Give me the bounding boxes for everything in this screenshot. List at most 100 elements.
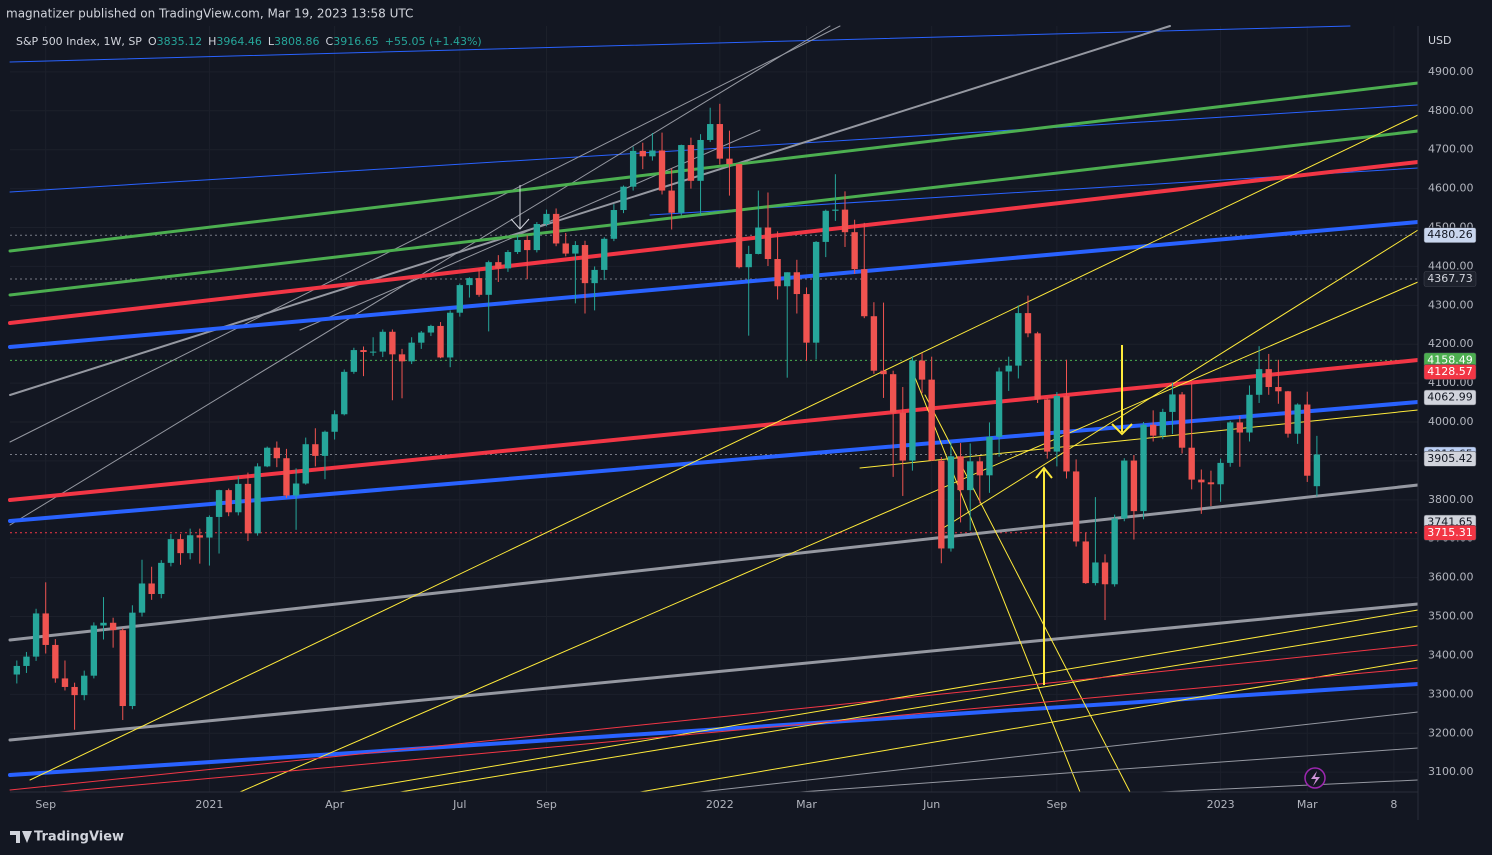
candle-body bbox=[610, 210, 618, 239]
candle-body bbox=[475, 278, 483, 295]
legend-value: 3808.86 bbox=[274, 35, 320, 48]
legend-value: 3964.46 bbox=[216, 35, 262, 48]
x-tick-label: Jun bbox=[922, 798, 940, 811]
arrow-up bbox=[1035, 466, 1053, 685]
candle-body bbox=[678, 145, 685, 213]
candle-body bbox=[1246, 394, 1253, 433]
candle-body bbox=[119, 630, 126, 707]
candle-body bbox=[42, 613, 49, 645]
candle-body bbox=[524, 239, 531, 251]
trend-line bbox=[9, 25, 1351, 63]
candle-body bbox=[312, 444, 319, 456]
candle-body bbox=[1101, 562, 1109, 585]
candle-body bbox=[822, 210, 829, 242]
candle-body bbox=[562, 243, 569, 254]
candle-body bbox=[1111, 518, 1118, 585]
candle-body bbox=[302, 444, 309, 484]
candle-body bbox=[716, 124, 723, 159]
candle-body bbox=[1198, 479, 1205, 483]
candle-body bbox=[1169, 394, 1176, 412]
candle-body bbox=[341, 371, 348, 415]
price-tag bbox=[1423, 227, 1477, 243]
trend-line bbox=[9, 644, 1419, 791]
candle-body bbox=[1140, 424, 1147, 512]
legend-key: L bbox=[268, 35, 275, 48]
candle-body bbox=[899, 412, 906, 461]
candle-body bbox=[928, 379, 935, 461]
candle-body bbox=[129, 612, 136, 707]
candle-body bbox=[1313, 454, 1321, 487]
candle-body bbox=[350, 350, 358, 372]
trend-line bbox=[8, 602, 1420, 742]
x-tick-label: Sep bbox=[35, 798, 56, 811]
candle-body bbox=[658, 150, 666, 191]
candle-body bbox=[389, 331, 396, 355]
candle-body bbox=[957, 456, 964, 491]
y-tick-label: 4800.00 bbox=[1428, 104, 1474, 117]
candle-body bbox=[418, 332, 425, 343]
price-tag-label: 4158.49 bbox=[1427, 353, 1473, 366]
candle-body bbox=[81, 675, 88, 696]
trend-line bbox=[9, 25, 1171, 396]
y-tick-label: 3600.00 bbox=[1428, 571, 1474, 584]
candle-body bbox=[514, 239, 521, 253]
candle-body bbox=[1178, 394, 1186, 448]
candle-body bbox=[793, 272, 801, 295]
candle-body bbox=[1159, 411, 1166, 436]
y-tick-label: 4600.00 bbox=[1428, 182, 1474, 195]
candle-body bbox=[52, 644, 59, 679]
legend-key: O bbox=[148, 35, 157, 48]
price-tag-label: 4128.57 bbox=[1427, 365, 1473, 378]
alert-icon-bolt bbox=[1311, 771, 1320, 786]
candle-body bbox=[206, 516, 213, 538]
candle-body bbox=[148, 583, 155, 594]
candle-body bbox=[1188, 447, 1195, 480]
candle-body bbox=[581, 245, 589, 284]
trend-line bbox=[8, 160, 1420, 325]
candle-body bbox=[495, 262, 502, 269]
legend-key: H bbox=[208, 35, 216, 48]
candle-body bbox=[1275, 387, 1282, 392]
candle-body bbox=[71, 686, 78, 696]
candle-body bbox=[755, 227, 762, 254]
candle-body bbox=[369, 351, 377, 353]
candle-body bbox=[601, 238, 608, 270]
x-tick-label: 2021 bbox=[195, 798, 223, 811]
candle-body bbox=[196, 535, 203, 538]
candle-body bbox=[572, 245, 579, 254]
y-tick-label: 4200.00 bbox=[1428, 337, 1474, 350]
trend-line bbox=[239, 281, 1419, 793]
price-tag bbox=[1423, 271, 1477, 287]
candle-body bbox=[1304, 404, 1311, 476]
legend: S&P 500 Index, 1W, SP O3835.12 H3964.46 L38… bbox=[16, 35, 482, 48]
candle-body bbox=[215, 490, 223, 517]
candle-body bbox=[109, 622, 117, 631]
candle-body bbox=[832, 209, 839, 211]
candle-body bbox=[273, 447, 281, 459]
candle-body bbox=[1207, 482, 1215, 485]
x-tick-label: Jul bbox=[452, 798, 466, 811]
x-tick-label: 8 bbox=[1390, 798, 1397, 811]
candle-body bbox=[446, 312, 454, 358]
trend-line bbox=[799, 747, 1419, 793]
published-note: magnatizer published on TradingView.com,… bbox=[6, 7, 413, 21]
candle-body bbox=[331, 414, 338, 432]
candle-body bbox=[167, 539, 175, 563]
candle-body bbox=[745, 253, 752, 268]
candle-body bbox=[158, 562, 165, 594]
trend-line bbox=[8, 682, 1420, 777]
candle-body bbox=[1053, 395, 1061, 452]
price-tag bbox=[1423, 389, 1477, 406]
trend-line bbox=[399, 625, 1419, 793]
candle-body bbox=[1149, 424, 1157, 436]
x-tick-label: Mar bbox=[1297, 798, 1318, 811]
candle-body bbox=[100, 622, 107, 626]
candle-body bbox=[1255, 369, 1263, 395]
price-tag-label: 4062.99 bbox=[1427, 391, 1473, 404]
candle-body bbox=[909, 360, 916, 461]
candle-body bbox=[504, 252, 512, 269]
candle-body bbox=[1284, 391, 1292, 434]
y-tick-label: 3400.00 bbox=[1428, 648, 1474, 661]
candle-body bbox=[1130, 460, 1138, 512]
legend-change: +55.05 (+1.43%) bbox=[385, 35, 482, 48]
